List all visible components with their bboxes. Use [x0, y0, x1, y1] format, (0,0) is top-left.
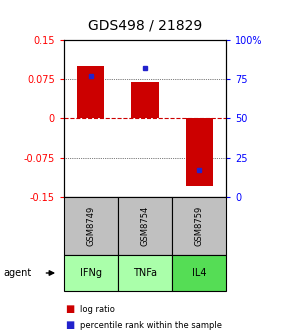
- Text: IFNg: IFNg: [80, 268, 102, 278]
- Text: IL4: IL4: [192, 268, 206, 278]
- Text: agent: agent: [3, 268, 31, 278]
- Bar: [186, 119, 213, 186]
- Text: GSM8759: GSM8759: [195, 206, 204, 246]
- Text: GDS498 / 21829: GDS498 / 21829: [88, 18, 202, 33]
- Text: TNFa: TNFa: [133, 268, 157, 278]
- Text: GSM8754: GSM8754: [140, 206, 150, 246]
- Text: ■: ■: [65, 304, 75, 314]
- Bar: [131, 82, 159, 119]
- Text: GSM8749: GSM8749: [86, 206, 95, 246]
- Text: log ratio: log ratio: [80, 305, 115, 313]
- Bar: [77, 67, 104, 119]
- Text: percentile rank within the sample: percentile rank within the sample: [80, 321, 222, 330]
- Text: ■: ■: [65, 320, 75, 330]
